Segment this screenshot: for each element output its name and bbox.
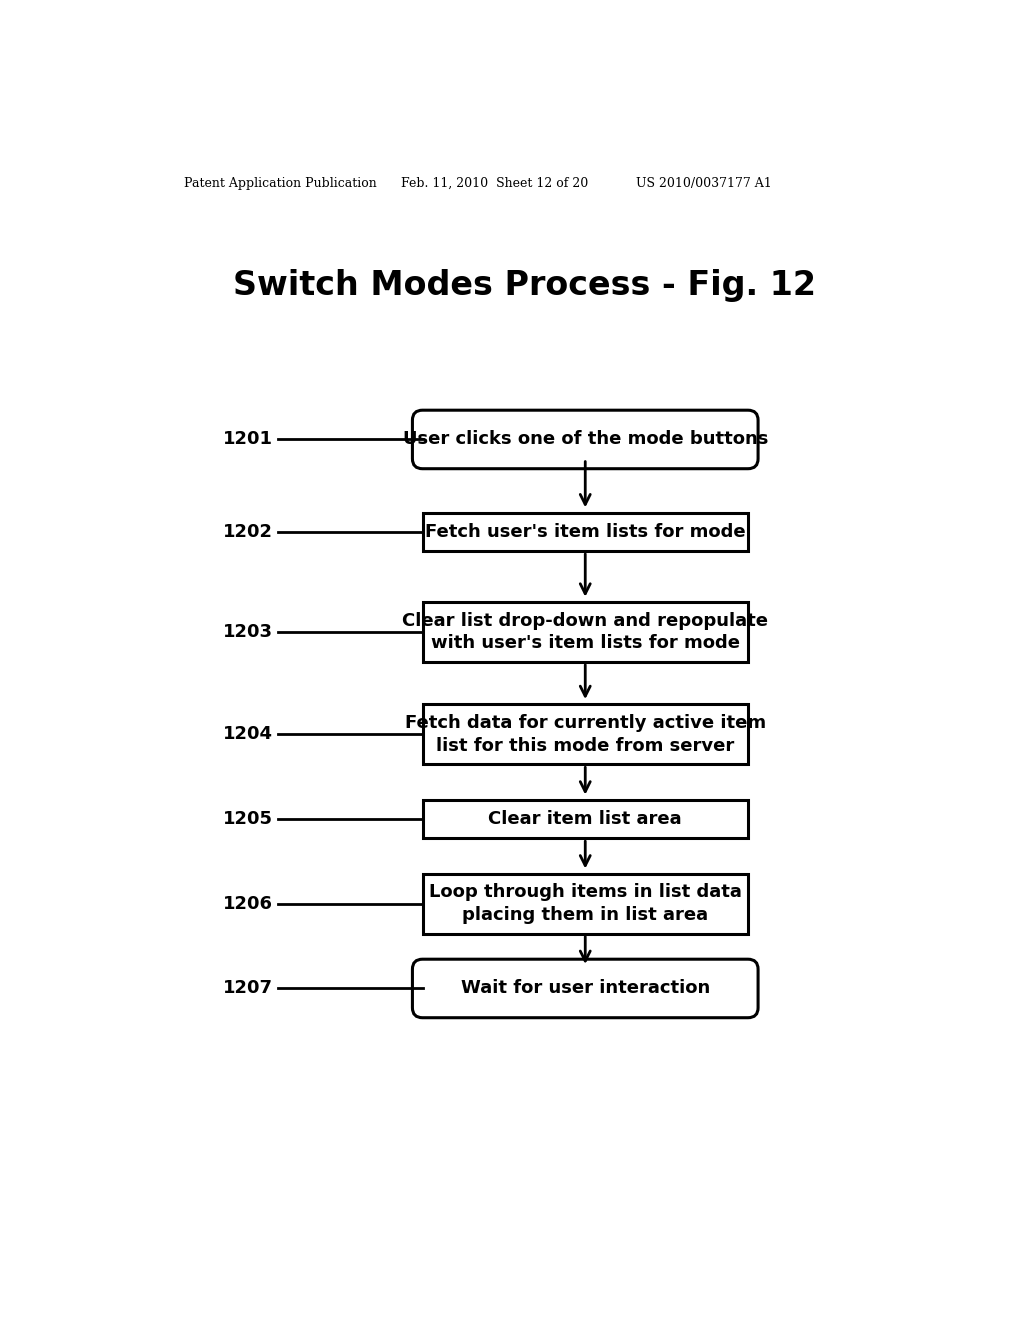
FancyBboxPatch shape (423, 705, 748, 764)
Text: US 2010/0037177 A1: US 2010/0037177 A1 (636, 177, 771, 190)
FancyBboxPatch shape (413, 960, 758, 1018)
Text: Switch Modes Process - Fig. 12: Switch Modes Process - Fig. 12 (233, 269, 816, 302)
FancyBboxPatch shape (423, 874, 748, 933)
Text: Fetch data for currently active item
list for this mode from server: Fetch data for currently active item lis… (404, 714, 766, 755)
Text: 1205: 1205 (223, 810, 273, 828)
Text: 1202: 1202 (223, 523, 273, 541)
FancyBboxPatch shape (413, 411, 758, 469)
FancyBboxPatch shape (423, 512, 748, 552)
Text: Feb. 11, 2010  Sheet 12 of 20: Feb. 11, 2010 Sheet 12 of 20 (400, 177, 588, 190)
Text: 1204: 1204 (223, 726, 273, 743)
Text: 1206: 1206 (223, 895, 273, 912)
Text: Patent Application Publication: Patent Application Publication (183, 177, 377, 190)
FancyBboxPatch shape (423, 602, 748, 663)
Text: Wait for user interaction: Wait for user interaction (461, 979, 710, 998)
Text: 1207: 1207 (223, 979, 273, 998)
Text: Clear list drop-down and repopulate
with user's item lists for mode: Clear list drop-down and repopulate with… (402, 611, 768, 652)
Text: User clicks one of the mode buttons: User clicks one of the mode buttons (402, 430, 768, 449)
Text: Fetch user's item lists for mode: Fetch user's item lists for mode (425, 523, 745, 541)
FancyBboxPatch shape (423, 800, 748, 838)
Text: Clear item list area: Clear item list area (488, 810, 682, 828)
Text: Loop through items in list data
placing them in list area: Loop through items in list data placing … (429, 883, 741, 924)
Text: 1203: 1203 (223, 623, 273, 642)
Text: 1201: 1201 (223, 430, 273, 449)
